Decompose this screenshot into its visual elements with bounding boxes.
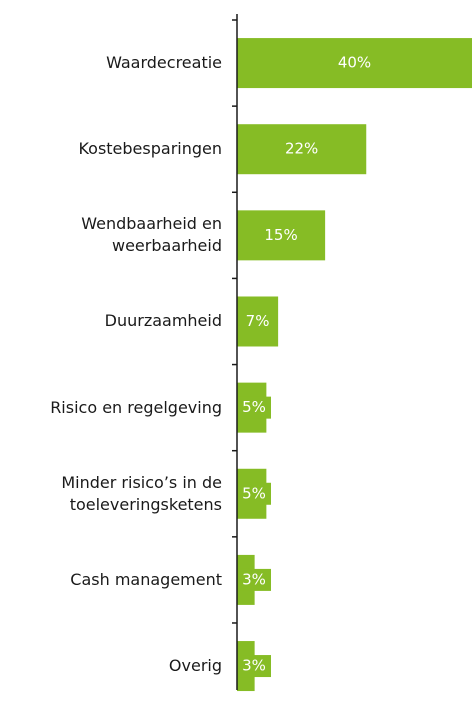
category-label: Kostebesparingen	[78, 139, 222, 159]
bar	[237, 296, 279, 347]
category-label-box: Overig	[168, 656, 222, 676]
value-label: 7%	[246, 312, 270, 330]
category-label: Overig	[168, 656, 222, 676]
category-label: Risico en regelgeving	[50, 397, 222, 417]
category-label: Duurzaamheid	[104, 311, 222, 331]
value-label-bg	[237, 655, 271, 678]
category-label-box: Risico en regelgeving	[50, 397, 222, 417]
category-label: Minder risico’s in de toeleveringsketens	[61, 472, 222, 514]
category-label-box: Wendbaarheid en weerbaarheid	[81, 214, 222, 256]
value-label: 3%	[242, 570, 266, 588]
category-label-box: Cash management	[70, 569, 222, 589]
value-label-bg	[237, 396, 271, 419]
category-label-box: Waardecreatie	[106, 53, 222, 73]
value-label: 5%	[242, 484, 266, 502]
value-label: 15%	[264, 226, 297, 244]
value-label-bg	[237, 482, 271, 505]
value-label: 5%	[242, 398, 266, 416]
category-label: Wendbaarheid en weerbaarheid	[81, 214, 222, 256]
category-label-box: Duurzaamheid	[104, 311, 222, 331]
category-label: Waardecreatie	[106, 53, 222, 73]
value-label-bg	[237, 568, 271, 591]
value-label: 3%	[242, 657, 266, 675]
bar	[237, 38, 472, 89]
category-label-box: Minder risico’s in de toeleveringsketens	[61, 472, 222, 514]
category-label: Cash management	[70, 569, 222, 589]
value-label: 22%	[285, 140, 318, 158]
bar	[237, 124, 367, 175]
value-label: 40%	[338, 54, 371, 72]
category-label-box: Kostebesparingen	[78, 139, 222, 159]
bar	[237, 210, 326, 261]
